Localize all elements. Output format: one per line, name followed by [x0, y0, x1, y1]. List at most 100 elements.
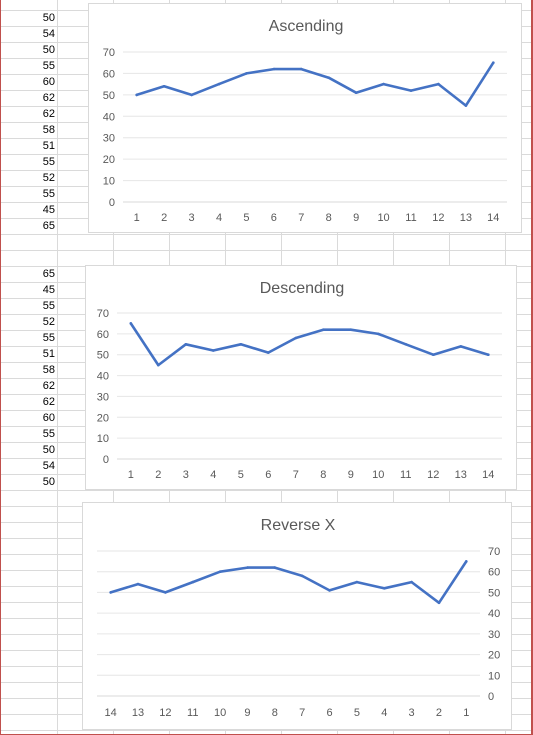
cell-value[interactable]: 54 — [42, 28, 55, 40]
cell-value[interactable]: 55 — [42, 188, 55, 200]
cell-value[interactable]: 52 — [42, 172, 55, 184]
cell-value[interactable]: 58 — [42, 364, 55, 376]
cell-value[interactable]: 45 — [42, 284, 55, 296]
data-point — [129, 322, 133, 325]
data-point — [162, 85, 166, 88]
data-point — [157, 363, 160, 367]
x-tick-label: 14 — [105, 707, 117, 719]
y-tick-label: 50 — [103, 90, 115, 102]
column-a-values-block-1: 50 54 50 55 60 62 62 58 51 55 52 55 45 65 — [0, 10, 57, 234]
cell-value[interactable]: 62 — [42, 108, 55, 120]
chart-descending[interactable]: Descending 0 10 20 30 40 50 60 70 1 2 3 4 5 6 7 8 9 10 11 12… — [85, 265, 517, 490]
chart-ascending[interactable]: Ascending 0 10 20 30 40 50 60 70 1 2 3 4 5 6 7 8 9 10 11 12 1… — [88, 3, 522, 233]
y-tick-label: 30 — [488, 629, 500, 641]
x-tick-label: 9 — [353, 212, 359, 224]
cell-value[interactable]: 52 — [42, 316, 55, 328]
x-tick-label: 2 — [155, 469, 161, 481]
data-point — [272, 67, 276, 71]
x-tick-label: 3 — [189, 212, 195, 224]
data-point — [273, 566, 277, 569]
y-tick-label: 60 — [97, 329, 109, 341]
y-tick-label: 30 — [103, 133, 115, 145]
data-point — [109, 591, 112, 594]
cell-value[interactable]: 62 — [42, 380, 55, 392]
data-point — [217, 82, 221, 86]
data-point — [432, 353, 435, 356]
x-tick-label: 6 — [271, 212, 277, 224]
cell-value[interactable]: 65 — [42, 268, 55, 280]
x-tick-label: 4 — [381, 707, 387, 719]
series-line — [109, 560, 468, 605]
data-point — [377, 332, 380, 336]
cell-value[interactable]: 50 — [42, 44, 55, 56]
cell-value[interactable]: 51 — [42, 140, 55, 152]
data-point — [322, 328, 325, 331]
cell-value[interactable]: 58 — [42, 124, 55, 136]
cell-value[interactable]: 62 — [42, 92, 55, 104]
cell-value[interactable]: 50 — [42, 476, 55, 488]
chart-title: Reverse X — [261, 517, 336, 534]
x-tick-label: 5 — [354, 707, 360, 719]
cell-value[interactable]: 55 — [42, 300, 55, 312]
data-point — [164, 591, 167, 594]
data-point — [349, 328, 353, 331]
data-point — [136, 582, 140, 586]
data-point — [465, 560, 468, 563]
x-tick-label: 12 — [159, 707, 171, 719]
data-point — [437, 82, 440, 86]
data-point — [487, 353, 490, 356]
cell-value[interactable]: 55 — [42, 332, 55, 344]
y-tick-label: 50 — [488, 587, 500, 599]
series-line — [135, 61, 495, 107]
y-tick-label: 20 — [97, 412, 109, 424]
x-tick-label: 6 — [326, 707, 332, 719]
x-tick-label: 1 — [463, 707, 469, 719]
cell-value[interactable]: 45 — [42, 204, 55, 216]
cell-value[interactable]: 50 — [42, 12, 55, 24]
y-tick-label: 70 — [488, 546, 500, 558]
column-gridline — [57, 0, 58, 735]
data-point — [382, 82, 385, 86]
x-tick-label: 11 — [187, 707, 198, 719]
window-border-right — [531, 0, 533, 735]
x-tick-label: 13 — [455, 469, 467, 481]
x-tick-label: 5 — [238, 469, 244, 481]
x-tick-label: 7 — [293, 469, 299, 481]
x-tick-label: 6 — [265, 469, 271, 481]
data-point — [218, 570, 222, 573]
cell-value[interactable]: 65 — [42, 220, 55, 232]
y-tick-label: 0 — [488, 691, 494, 703]
x-tick-label: 7 — [299, 707, 305, 719]
cell-value[interactable]: 55 — [42, 428, 55, 440]
y-tick-label: 20 — [103, 154, 115, 166]
y-tick-label: 60 — [103, 68, 115, 80]
x-tick-label: 8 — [272, 707, 278, 719]
x-tick-label: 12 — [432, 212, 444, 224]
cell-value[interactable]: 62 — [42, 396, 55, 408]
cell-value[interactable]: 60 — [42, 412, 55, 424]
cell-value[interactable]: 55 — [42, 156, 55, 168]
cell-value[interactable]: 55 — [42, 60, 55, 72]
x-tick-label: 9 — [244, 707, 250, 719]
x-tick-label: 3 — [409, 707, 415, 719]
x-tick-label: 5 — [243, 212, 249, 224]
x-tick-label: 13 — [132, 707, 144, 719]
chart-reverse-x[interactable]: Reverse X 0 10 20 30 40 50 60 70 1 2 3 4 5 6 7 8 9 10 11 12 1… — [82, 502, 512, 730]
y-tick-label: 40 — [488, 608, 500, 620]
data-point — [355, 580, 359, 584]
chart-title: Descending — [260, 280, 345, 297]
data-point — [190, 93, 193, 97]
data-point — [459, 345, 463, 348]
window-border-left — [0, 0, 1, 735]
cell-value[interactable]: 54 — [42, 460, 55, 472]
x-tick-label: 2 — [161, 212, 167, 224]
data-point — [184, 343, 188, 346]
x-tick-label: 8 — [326, 212, 332, 224]
cell-value[interactable]: 51 — [42, 348, 55, 360]
column-a-values-block-2: 65 45 55 52 55 51 58 62 62 60 55 50 54 50 — [0, 266, 57, 490]
data-point — [300, 574, 304, 578]
cell-value[interactable]: 50 — [42, 444, 55, 456]
cell-value[interactable]: 60 — [42, 76, 55, 88]
data-point — [135, 93, 138, 97]
